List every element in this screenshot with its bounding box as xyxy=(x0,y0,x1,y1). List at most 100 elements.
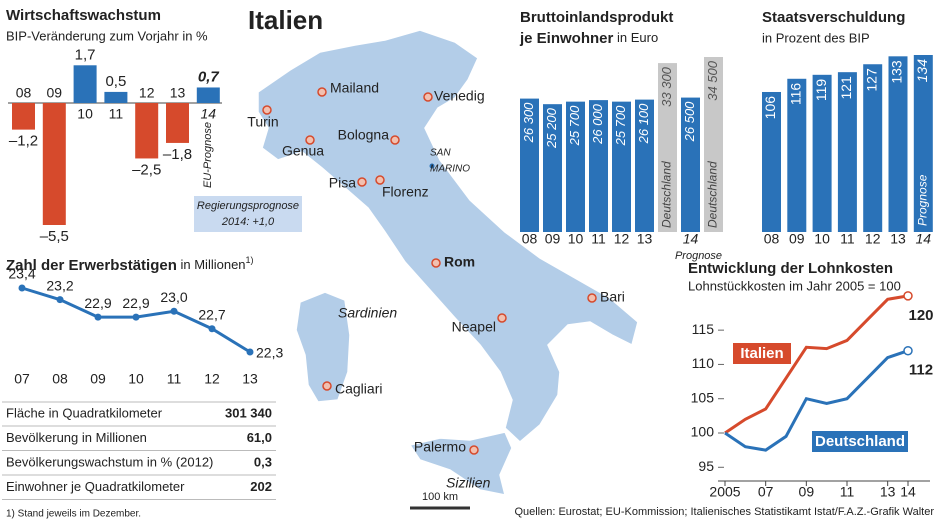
bar-name: Deutschland xyxy=(660,161,674,228)
footnote-mark: 1) xyxy=(246,255,254,265)
x-tick-label: 09 xyxy=(789,231,805,247)
value-label: –1,2 xyxy=(9,133,38,150)
y-tick-label: 100 xyxy=(691,424,715,440)
city-label: Bari xyxy=(600,289,625,305)
annotation: EU-Prognose xyxy=(202,122,214,188)
city-dot xyxy=(317,87,327,97)
value-label: –1,8 xyxy=(163,146,192,163)
bar xyxy=(913,55,933,232)
bar xyxy=(566,101,585,232)
table-cell: Bevölkerungswachstum in % (2012) xyxy=(6,454,213,469)
chart-title: Staatsverschuldung xyxy=(762,9,905,26)
legend-label: Italien xyxy=(740,345,783,362)
value-label: –5,5 xyxy=(40,228,69,245)
end-label: 112 xyxy=(909,362,933,379)
bar xyxy=(837,72,857,233)
y-tick-label: 95 xyxy=(698,458,714,474)
bar xyxy=(135,103,159,159)
y-tick-label: 110 xyxy=(692,355,715,371)
city-dot xyxy=(587,293,597,303)
chart-title: Bruttoinlandsprodukt xyxy=(520,9,673,26)
value-label: –2,5 xyxy=(132,161,161,178)
bar xyxy=(589,100,608,233)
value-label: 22,3 xyxy=(256,345,283,361)
point xyxy=(246,348,254,356)
annotation-box xyxy=(194,196,302,232)
city-dot xyxy=(423,92,433,102)
x-tick-label: 10 xyxy=(814,231,830,247)
line xyxy=(724,294,909,435)
value-label: 33 300 xyxy=(659,66,674,107)
x-tick-label: 10 xyxy=(568,231,584,247)
x-tick-label: 10 xyxy=(128,371,144,387)
value-label: 0,7 xyxy=(198,68,220,85)
sardinia xyxy=(295,291,351,403)
value-label: 121 xyxy=(838,76,854,100)
value-label: 1,7 xyxy=(75,46,96,63)
city-label: Rom xyxy=(444,254,475,270)
value-label: 26 100 xyxy=(636,103,651,145)
point xyxy=(18,284,26,292)
bar xyxy=(888,56,908,233)
value-label: 25 700 xyxy=(567,105,582,147)
table-cell: 202 xyxy=(250,479,272,494)
note: Prognose xyxy=(675,250,722,262)
value-label: 134 xyxy=(914,59,930,83)
value-label: 119 xyxy=(813,79,829,102)
chart-title: Zahl der Erwerbstätigen in Millionen1) xyxy=(6,255,254,274)
x-tick-label: 09 xyxy=(799,484,815,500)
bar xyxy=(42,103,66,225)
chart-title: Wirtschaftswachstum xyxy=(6,7,161,24)
point xyxy=(94,313,102,321)
bar xyxy=(104,91,128,103)
point xyxy=(56,296,64,304)
city-dot xyxy=(431,258,441,268)
bar xyxy=(658,63,677,232)
x-tick-label: 14 xyxy=(683,231,699,247)
x-tick-label: 13 xyxy=(170,85,186,101)
annotation: Regierungsprognose xyxy=(197,200,299,212)
value-label: 127 xyxy=(863,68,879,92)
city-label: Bologna xyxy=(338,127,390,143)
bar xyxy=(787,78,807,232)
city-dot xyxy=(375,175,385,185)
bar xyxy=(196,87,220,103)
x-tick-label: 10 xyxy=(77,106,93,122)
city-label: Palermo xyxy=(414,439,466,455)
x-tick-label: 13 xyxy=(880,484,896,500)
table-cell: Bevölkerung in Millionen xyxy=(6,430,147,445)
city-label: Genua xyxy=(282,143,324,159)
value-label: 34 500 xyxy=(705,60,720,101)
end-label: 120 xyxy=(908,307,933,324)
city-dot xyxy=(322,381,332,391)
x-tick-label: 12 xyxy=(204,371,220,387)
value-label: 133 xyxy=(889,60,905,84)
value-label: 23,0 xyxy=(160,289,187,305)
x-tick-label: 14 xyxy=(201,106,217,122)
x-tick-label: 13 xyxy=(637,231,653,247)
sicily xyxy=(408,431,513,496)
chart-title: Entwicklung der Lohnkosten xyxy=(688,260,893,277)
x-tick-label: 12 xyxy=(865,231,881,247)
table-cell: Einwohner je Quadratkilometer xyxy=(6,479,185,494)
x-tick-label: 09 xyxy=(90,371,106,387)
city-label: MARINO xyxy=(430,164,470,175)
legend-label: Deutschland xyxy=(815,433,905,450)
chart-subtitle: BIP-Veränderung zum Vorjahr in % xyxy=(6,28,208,43)
bar xyxy=(612,101,631,232)
subtitle: je Einwohner xyxy=(519,30,614,47)
region-label: Sizilien xyxy=(446,475,491,491)
city-label: Neapel xyxy=(452,319,496,335)
chart-subtitle: je Einwohner in Euro xyxy=(519,30,658,47)
city-label: SAN xyxy=(430,148,451,159)
region-label: Sardinien xyxy=(338,305,397,321)
bar xyxy=(520,98,539,232)
city-dot xyxy=(390,135,400,145)
value-label: 23,2 xyxy=(46,277,73,293)
x-tick-label: 11 xyxy=(109,106,124,122)
city-label: Mailand xyxy=(330,80,379,96)
scale-label: 100 km xyxy=(422,491,458,503)
x-tick-label: 08 xyxy=(764,231,780,247)
table-cell: 61,0 xyxy=(247,430,272,445)
x-tick-label: 08 xyxy=(16,85,32,101)
